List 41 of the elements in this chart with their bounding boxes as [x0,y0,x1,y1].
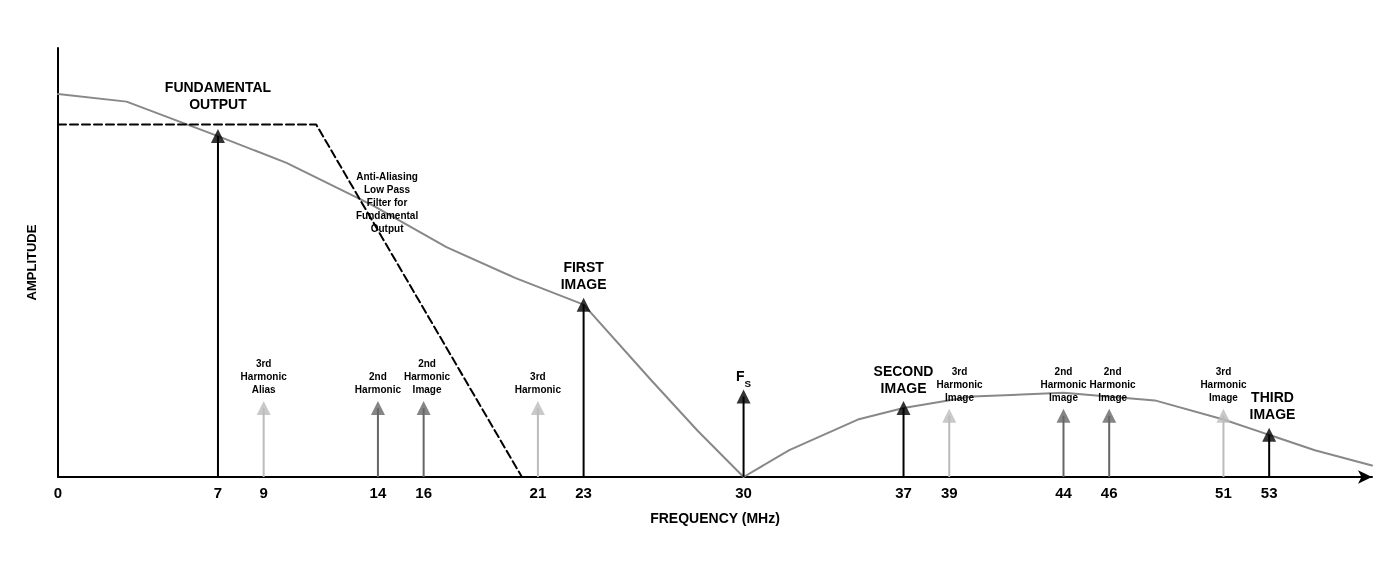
annotation: 2nd Harmonic Image [1040,365,1087,403]
x-tick-label: 14 [369,484,387,501]
y-axis-title: AMPLITUDE [24,224,39,301]
annotation: THIRD IMAGE [1249,389,1296,423]
point [896,401,911,416]
x-tick-label: 16 [415,484,432,501]
x-tick-label: 0 [53,484,63,501]
x-tick-label: 21 [529,484,547,501]
annotation: SECOND IMAGE [873,362,934,396]
x-tick-label: 39 [940,484,958,501]
annotation: 2nd Harmonic Image [403,358,451,396]
x-tick-label: 9 [259,484,268,501]
point [530,401,545,416]
annotation: 3rd Harmonic Alias [240,358,288,396]
point [1216,408,1231,423]
annotation: 3rd Harmonic Image [1200,365,1247,403]
point [942,408,957,423]
x-tick-label: 51 [1215,484,1232,501]
point [576,297,591,312]
x-tick-label: 30 [735,484,752,501]
x-tick-label: 53 [1260,484,1278,501]
x-tick-label: 46 [1100,484,1118,501]
x-tick-label: 37 [895,484,912,501]
point [370,401,385,416]
point [210,129,225,144]
point [1262,427,1277,442]
point [416,401,431,416]
annotation: FIRST IMAGE [560,259,607,293]
point [1056,408,1071,423]
x-axis-title: FREQUENCY (MHz) [650,510,780,526]
point [1102,408,1117,423]
annotation: FUNDAMENTAL OUTPUT [164,79,272,113]
x-tick-label: 23 [575,484,592,501]
point [256,401,271,416]
annotation: 2nd Harmonic [354,371,402,396]
point [736,389,751,404]
annotation: 3rd Harmonic Image [936,365,984,403]
annotation: 3rd Harmonic [514,371,562,396]
annotation: 2nd Harmonic Image [1089,365,1137,403]
x-tick-label: 44 [1055,484,1073,501]
x-tick-label: 7 [213,484,223,501]
